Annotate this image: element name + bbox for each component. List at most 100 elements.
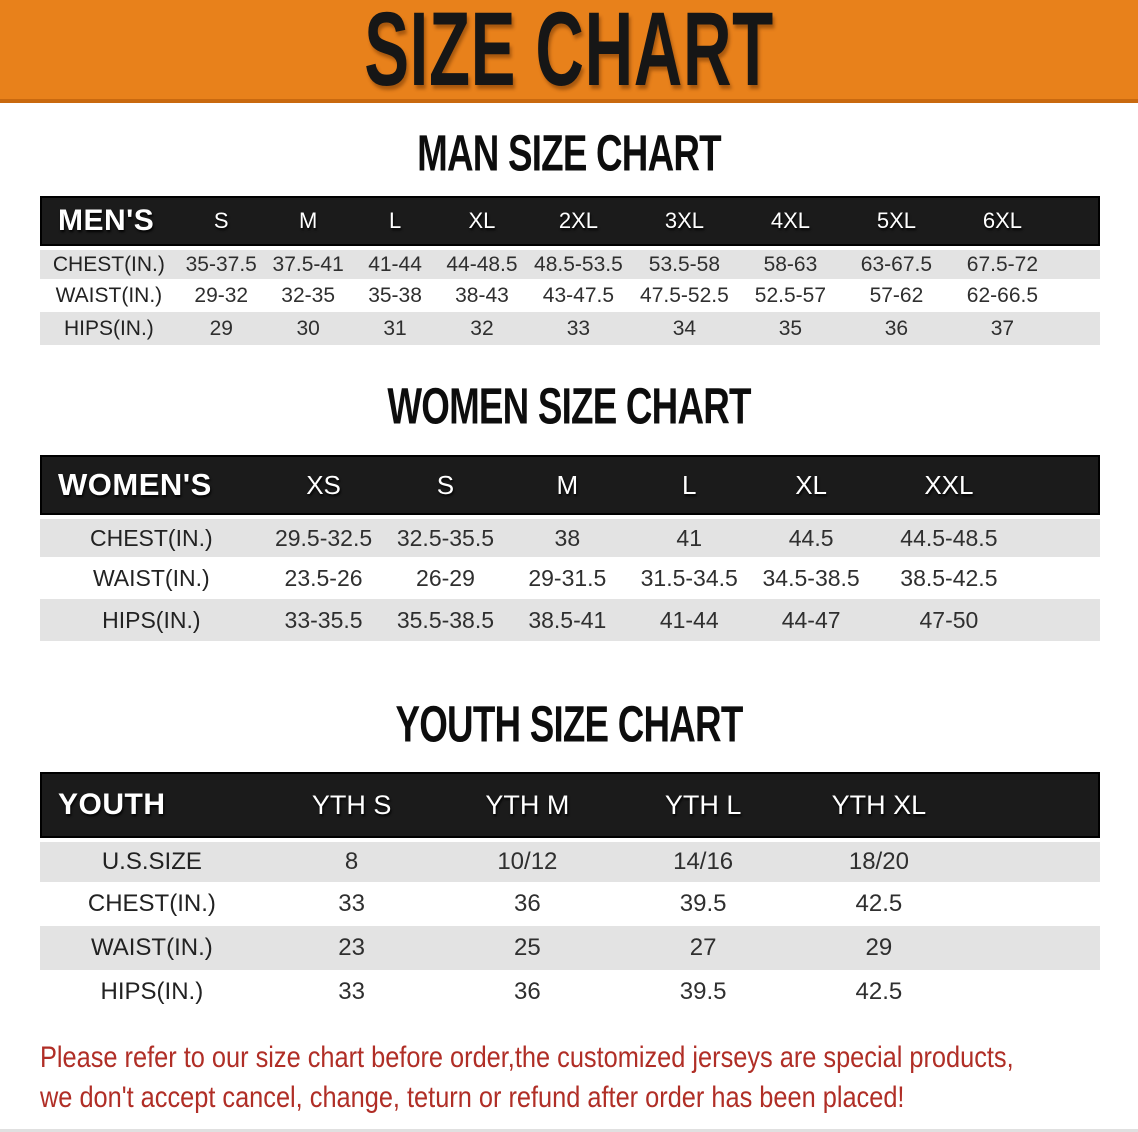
youth-section-heading: YOUTH SIZE CHART bbox=[395, 695, 743, 753]
measurement-label: CHEST(IN.) bbox=[87, 890, 216, 917]
spacer-cell bbox=[966, 838, 1100, 882]
measurement-label: HIPS(IN.) bbox=[40, 599, 263, 641]
women-section-heading: WOMEN SIZE CHART bbox=[387, 377, 751, 435]
size-value: 44-48.5 bbox=[438, 246, 526, 279]
size-value: 37.5-41 bbox=[264, 246, 352, 279]
size-column-header: 4XL bbox=[737, 196, 844, 246]
table-row: HIPS(IN.) 29 30 31 32 33 34 35 36 37 bbox=[40, 312, 1100, 345]
size-column-header: S bbox=[384, 455, 507, 515]
measurement-label: WAIST(IN.) bbox=[92, 564, 210, 591]
size-value: 37 bbox=[949, 312, 1056, 345]
size-value: 41-44 bbox=[351, 246, 439, 279]
size-value: 33-35.5 bbox=[262, 599, 385, 641]
table-row: WAIST(IN.) 23.5-26 26-29 29-31.5 31.5-34.5 34… bbox=[40, 557, 1100, 599]
size-value: 35.5-38.5 bbox=[384, 599, 507, 641]
size-value: 57-62 bbox=[869, 283, 924, 307]
banner: SIZE CHART bbox=[0, 0, 1138, 103]
spacer-cell bbox=[1055, 246, 1100, 279]
youth-size-section: YOUTH SIZE CHART YOUTH YTH S YTH M YTH L YTH… bbox=[0, 695, 1138, 1014]
size-value: 32.5-35.5 bbox=[384, 515, 507, 557]
spacer-cell bbox=[1025, 599, 1100, 641]
size-value: 36 bbox=[514, 890, 541, 917]
size-value: 62-66.5 bbox=[966, 283, 1039, 307]
size-value: 8 bbox=[263, 838, 440, 882]
size-value: 35-37.5 bbox=[177, 246, 265, 279]
size-value: 29-32 bbox=[194, 283, 249, 307]
size-value: 47-50 bbox=[872, 599, 1026, 641]
women-size-table: WOMEN'S XS S M L XL XXL CHEST(IN.) 29.5-32.5 32.5… bbox=[40, 455, 1100, 641]
size-value: 36 bbox=[843, 312, 950, 345]
size-value: 47.5-52.5 bbox=[640, 283, 729, 307]
table-header-row: MEN'S S M L XL 2XL 3XL 4XL 5XL 6XL bbox=[40, 196, 1100, 246]
size-value: 42.5 bbox=[855, 890, 903, 917]
size-column-header: YTH M bbox=[439, 772, 616, 838]
table-title: WOMEN'S bbox=[40, 455, 263, 515]
size-value: 32-35 bbox=[281, 283, 336, 307]
size-value: 31 bbox=[351, 312, 439, 345]
size-value: 33 bbox=[525, 312, 632, 345]
size-value: 42.5 bbox=[855, 978, 903, 1005]
size-value: 35-38 bbox=[368, 283, 422, 307]
charts-area: MAN SIZE CHART MEN'S S M L XL 2XL 3XL 4XL 5XL 6XL… bbox=[0, 124, 1138, 1014]
youth-size-table: YOUTH YTH S YTH M YTH L YTH XL U.S.SIZE 8 10/12… bbox=[40, 772, 1100, 1014]
size-column-header: 5XL bbox=[843, 196, 950, 246]
size-column-header: YTH XL bbox=[791, 772, 967, 838]
women-size-section: WOMEN SIZE CHART WOMEN'S XS S M L XL XXL CHEST(… bbox=[0, 377, 1138, 641]
size-column-header: XL bbox=[750, 455, 873, 515]
size-value: 39.5 bbox=[679, 890, 727, 917]
size-value: 34 bbox=[631, 312, 738, 345]
table-title: MEN'S bbox=[40, 196, 178, 246]
size-value: 29 bbox=[177, 312, 265, 345]
size-value: 25 bbox=[439, 926, 616, 970]
table-row: HIPS(IN.) 33-35.5 35.5-38.5 38.5-41 41-44 44-… bbox=[40, 599, 1100, 641]
size-value: 34.5-38.5 bbox=[762, 564, 860, 591]
measurement-label: U.S.SIZE bbox=[40, 838, 264, 882]
size-column-header: M bbox=[264, 196, 352, 246]
size-value: 29-31.5 bbox=[528, 564, 607, 591]
spacer-cell bbox=[967, 970, 1100, 1014]
measurement-label: HIPS(IN.) bbox=[40, 312, 178, 345]
disclaimer-line-2: we don't accept cancel, change, teturn o… bbox=[40, 1081, 905, 1114]
men-size-table: MEN'S S M L XL 2XL 3XL 4XL 5XL 6XL CHEST(IN.) 35-37… bbox=[40, 196, 1100, 345]
spacer-cell bbox=[1055, 312, 1100, 345]
size-value: 48.5-53.5 bbox=[525, 246, 632, 279]
disclaimer: Please refer to our size chart before or… bbox=[0, 1038, 1138, 1118]
spacer-cell bbox=[967, 882, 1100, 926]
spacer-cell bbox=[966, 772, 1100, 838]
size-column-header: L bbox=[351, 196, 439, 246]
size-value: 35 bbox=[737, 312, 844, 345]
measurement-label: WAIST(IN.) bbox=[55, 283, 163, 307]
size-value: 33 bbox=[338, 890, 365, 917]
measurement-label: CHEST(IN.) bbox=[40, 515, 263, 557]
table-row: U.S.SIZE 8 10/12 14/16 18/20 bbox=[40, 838, 1100, 882]
men-section-heading: MAN SIZE CHART bbox=[417, 124, 721, 182]
size-value: 38-43 bbox=[455, 283, 509, 307]
table-row: CHEST(IN.) 35-37.5 37.5-41 41-44 44-48.5 48.5… bbox=[40, 246, 1100, 279]
size-value: 38.5-42.5 bbox=[900, 564, 998, 591]
table-row: CHEST(IN.) 33 36 39.5 42.5 bbox=[40, 882, 1100, 926]
size-value: 18/20 bbox=[791, 838, 967, 882]
table-row: HIPS(IN.) 33 36 39.5 42.5 bbox=[40, 970, 1100, 1014]
men-size-section: MAN SIZE CHART MEN'S S M L XL 2XL 3XL 4XL 5XL 6XL… bbox=[0, 124, 1138, 345]
size-column-header: 3XL bbox=[631, 196, 738, 246]
size-column-header: XXL bbox=[872, 455, 1026, 515]
disclaimer-line-1: Please refer to our size chart before or… bbox=[40, 1041, 1014, 1074]
size-column-header: S bbox=[177, 196, 265, 246]
size-value: 32 bbox=[438, 312, 526, 345]
size-value: 41-44 bbox=[628, 599, 751, 641]
size-value: 23.5-26 bbox=[284, 564, 363, 591]
size-value: 41 bbox=[628, 515, 751, 557]
size-value: 43-47.5 bbox=[542, 283, 615, 307]
page-title: SIZE CHART bbox=[364, 0, 774, 103]
table-title: YOUTH bbox=[40, 772, 264, 838]
table-row: WAIST(IN.) 29-32 32-35 35-38 38-43 43-47.5 47.… bbox=[40, 279, 1100, 312]
size-value: 53.5-58 bbox=[631, 246, 738, 279]
size-column-header: L bbox=[628, 455, 751, 515]
size-value: 38 bbox=[506, 515, 629, 557]
size-value: 29.5-32.5 bbox=[262, 515, 385, 557]
size-column-header: M bbox=[506, 455, 629, 515]
size-value: 30 bbox=[264, 312, 352, 345]
size-column-header: YTH S bbox=[263, 772, 440, 838]
size-value: 26-29 bbox=[416, 564, 475, 591]
